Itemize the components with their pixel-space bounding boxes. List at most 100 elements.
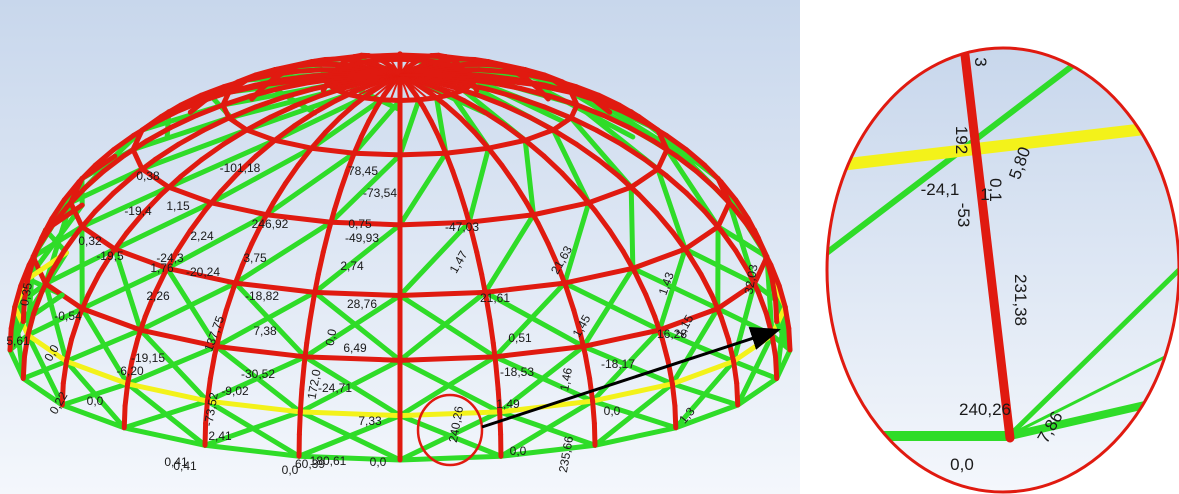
ring-member	[312, 289, 403, 299]
meridian-member	[202, 87, 224, 104]
dome-force-label: -49,93	[345, 231, 379, 245]
ring-member	[592, 425, 679, 448]
diagonal-member	[397, 150, 449, 228]
meridian-member	[769, 276, 779, 303]
ring-member	[59, 402, 127, 431]
meridian-member	[176, 127, 206, 147]
ring-member	[715, 200, 732, 230]
diagonal-member	[731, 358, 780, 381]
meridian-member	[61, 228, 82, 254]
diagonal-member	[351, 97, 403, 156]
meridian-member	[526, 114, 556, 133]
meridian-member	[596, 157, 622, 180]
meridian-member	[718, 314, 731, 342]
diagonal-member	[232, 219, 334, 286]
ring-member	[530, 200, 592, 218]
meridian-member	[745, 215, 761, 241]
apex-member	[389, 74, 401, 102]
meridian-member	[193, 102, 226, 119]
ring-member	[226, 115, 250, 133]
meridian-member	[673, 153, 700, 174]
apex-member	[389, 58, 401, 76]
meridian-member	[92, 147, 117, 168]
dome-force-label: 0,38	[136, 169, 160, 183]
meridian-member	[344, 150, 357, 174]
dome-force-label: 5,61	[6, 334, 30, 348]
diagonal-member	[397, 413, 504, 459]
meridian-member	[162, 248, 180, 276]
diagonal-member	[214, 343, 303, 415]
meridian-member	[64, 185, 87, 209]
meridian-member	[568, 115, 600, 133]
meridian-member	[490, 340, 499, 369]
meridian-member	[733, 248, 751, 274]
meridian-member	[601, 113, 632, 131]
dome-force-label: 32,03	[742, 263, 761, 295]
ring-member	[20, 375, 65, 408]
apex-member	[399, 74, 411, 102]
ring-member	[466, 212, 536, 225]
meridian-member	[524, 200, 541, 226]
meridian-member	[253, 94, 287, 110]
meridian-member	[485, 86, 519, 100]
diagonal-member	[580, 343, 675, 387]
meridian-member	[31, 289, 45, 316]
meridian-member	[268, 102, 299, 120]
callout-arrow	[481, 327, 781, 429]
meridian-member	[226, 82, 259, 95]
meridian-member	[654, 210, 676, 236]
meridian-member	[582, 353, 593, 381]
meridian-member	[249, 85, 265, 102]
diagonal-member	[530, 81, 636, 140]
meridian-member	[571, 307, 583, 336]
meridian-member	[428, 118, 442, 140]
meridian-member	[450, 168, 462, 193]
meridian-member	[217, 307, 229, 336]
meridian-member	[512, 181, 530, 206]
meridian-member	[456, 187, 469, 213]
ring-member	[112, 246, 170, 271]
meridian-member	[187, 208, 208, 234]
meridian-member	[590, 398, 597, 426]
meridian-member	[436, 134, 449, 156]
ring-member	[669, 358, 737, 387]
diagonal-member	[214, 289, 318, 349]
diagonal-member	[655, 166, 688, 252]
meridian-member	[244, 114, 274, 133]
meridian-member	[702, 208, 724, 234]
meridian-member	[63, 336, 75, 364]
meridian-member	[555, 262, 569, 291]
meridian-member	[20, 297, 27, 325]
meridian-member	[755, 235, 769, 261]
meridian-member	[21, 276, 31, 303]
diagonal-member	[79, 306, 131, 387]
diagonal-member	[125, 381, 208, 448]
meridian-member	[25, 255, 37, 282]
meridian-member	[476, 67, 507, 74]
meridian-member	[198, 141, 227, 163]
meridian-member	[96, 250, 115, 277]
meridian-member	[295, 145, 314, 168]
ring-member	[486, 137, 528, 151]
diagonal-member	[628, 184, 636, 271]
meridian-member	[281, 73, 315, 83]
ring-member	[562, 265, 636, 286]
meridian-member	[541, 104, 574, 121]
dome-force-label: 1,15	[166, 199, 190, 213]
ring-member	[397, 354, 498, 363]
dome-force-label: 172,0	[305, 368, 324, 400]
meridian-member	[282, 162, 301, 187]
diagonal-member	[482, 212, 536, 295]
meridian-member	[591, 420, 598, 448]
meridian-member	[39, 215, 55, 241]
ring-member	[244, 127, 278, 143]
meridian-member	[351, 134, 364, 156]
ring-member	[25, 332, 69, 364]
meridian-member	[140, 191, 164, 216]
ring-member	[272, 137, 314, 151]
meridian-member	[636, 191, 660, 216]
meridian-member	[152, 141, 182, 162]
meridian-member	[85, 271, 102, 299]
diagonal-member	[25, 332, 65, 408]
